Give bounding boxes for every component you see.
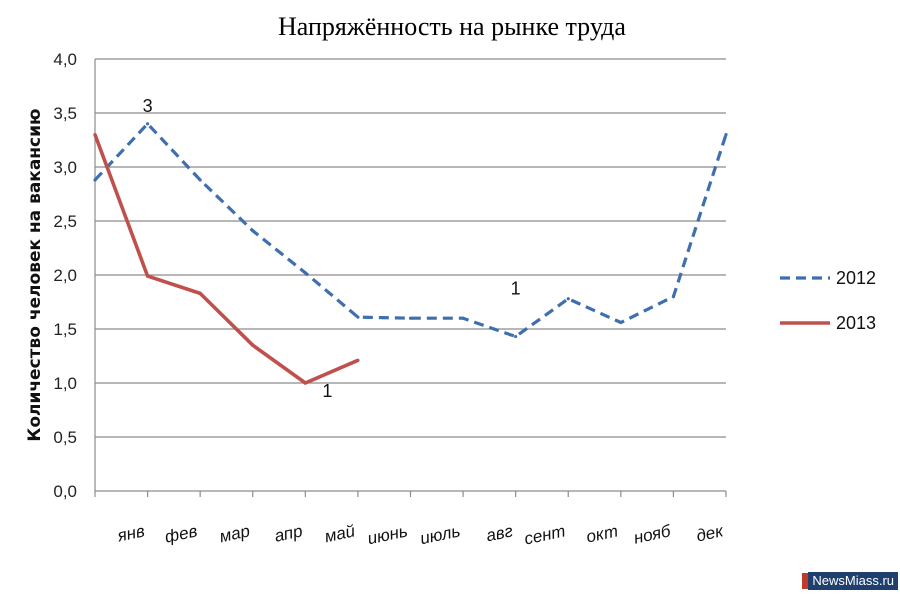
- chart-title: Напряжённость на рынке труда: [278, 12, 626, 41]
- watermark-text: NewsMiass.ru: [808, 572, 898, 590]
- y-tick-labels: 0,0 0,5 1,0 1,5 2,0 2,5 3,0 3,5 4,0: [53, 50, 77, 501]
- data-point-2012: [619, 320, 623, 325]
- axes: [94, 59, 727, 497]
- watermark: NewsMiass.ru: [802, 572, 898, 590]
- x-tick-label: мар: [218, 521, 252, 546]
- series-line-2012: [93, 122, 728, 339]
- x-tick-label: сент: [523, 521, 568, 548]
- y-tick-label: 3,5: [53, 104, 77, 123]
- y-tick-label: 4,0: [53, 50, 77, 69]
- y-tick-label: 2,0: [53, 266, 77, 285]
- x-tick-label: дек: [695, 521, 726, 545]
- y-tick-label: 2,5: [53, 212, 77, 231]
- data-point-2012: [671, 295, 676, 299]
- x-tick-label: апр: [273, 521, 304, 545]
- y-tick-label: 1,5: [53, 320, 77, 339]
- x-tick-label: июнь: [366, 521, 410, 548]
- y-tick-label: 1,0: [53, 374, 77, 393]
- y-tick-label: 3,0: [53, 158, 77, 177]
- data-point-2013: [303, 381, 307, 385]
- data-point-2013: [145, 274, 150, 278]
- data-point-2012: [251, 229, 255, 233]
- data-label: 3: [143, 96, 153, 116]
- data-point-2013: [251, 343, 255, 347]
- x-tick-label: нояб: [632, 521, 674, 548]
- data-label: 1: [511, 279, 521, 299]
- data-point-2012: [356, 315, 360, 319]
- x-tick-label: окт: [585, 521, 620, 546]
- data-label: 1: [322, 381, 332, 401]
- data-annotations: 3 1 1: [143, 96, 521, 401]
- data-point-2013: [93, 133, 97, 137]
- x-tick-label: май: [323, 521, 357, 546]
- y-tick-label: 0,0: [53, 482, 77, 501]
- data-point-2012: [461, 316, 465, 320]
- data-point-2012: [303, 271, 307, 275]
- data-point-2012: [566, 297, 570, 301]
- data-point-2012: [514, 334, 518, 339]
- series-lines: [93, 122, 728, 385]
- y-axis-label: Количество человек на вакансию: [25, 108, 45, 441]
- data-point-2012: [198, 178, 202, 182]
- legend-label-2013: 2013: [836, 313, 876, 333]
- legend: 2012 2013: [780, 268, 876, 333]
- x-tick-label: авг: [484, 521, 514, 545]
- x-tick-labels: янв фев мар апр май июнь июль авг сент окт нояб дек: [115, 521, 726, 549]
- legend-label-2012: 2012: [836, 268, 876, 288]
- data-point-2012: [724, 133, 728, 137]
- watermark-mark: [802, 573, 809, 589]
- x-tick-label: фев: [163, 521, 199, 546]
- data-point-2013: [198, 291, 202, 295]
- data-point-2012: [408, 316, 413, 320]
- data-point-2012: [145, 122, 150, 126]
- series-line-2013: [93, 133, 359, 385]
- data-point-2013: [356, 358, 360, 362]
- grid-lines: [95, 58, 726, 438]
- data-point-2012: [93, 178, 97, 182]
- x-tick-label: июль: [418, 521, 461, 548]
- y-tick-label: 0,5: [53, 428, 77, 447]
- x-tick-label: янв: [115, 521, 147, 545]
